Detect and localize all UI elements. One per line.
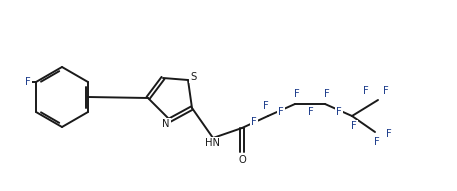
Text: F: F: [363, 86, 369, 96]
Text: F: F: [263, 101, 269, 111]
Text: F: F: [308, 107, 314, 117]
Text: F: F: [351, 121, 357, 131]
Text: O: O: [238, 155, 246, 165]
Text: F: F: [294, 89, 300, 99]
Text: F: F: [336, 107, 342, 117]
Text: F: F: [324, 89, 330, 99]
Text: F: F: [386, 129, 392, 139]
Text: F: F: [278, 107, 284, 117]
Text: F: F: [383, 86, 389, 96]
Text: N: N: [162, 119, 170, 129]
Text: F: F: [374, 137, 380, 147]
Text: HN: HN: [204, 138, 219, 148]
Text: S: S: [190, 72, 196, 82]
Text: F: F: [251, 117, 257, 127]
Text: F: F: [25, 77, 31, 87]
